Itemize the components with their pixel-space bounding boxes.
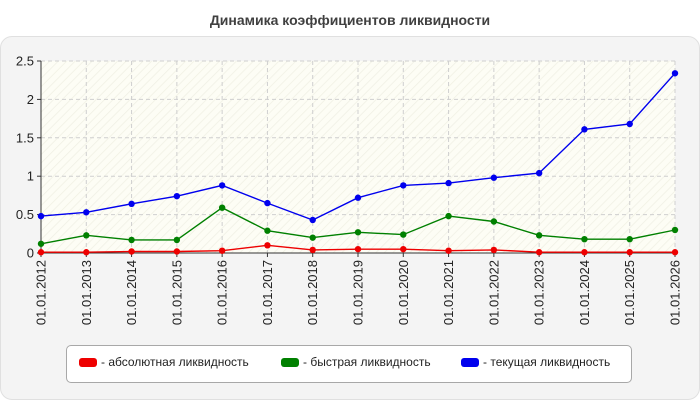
data-point — [581, 249, 588, 256]
data-point — [581, 126, 588, 133]
x-tick-label: 01.01.2017 — [260, 260, 275, 325]
data-point — [309, 234, 316, 241]
data-point — [264, 199, 271, 207]
legend-label-current: - текущая ликвидность — [483, 355, 611, 369]
y-tick-label: 0 — [27, 246, 34, 261]
x-tick-label: 01.01.2018 — [305, 260, 320, 325]
x-tick-label: 01.01.2026 — [668, 260, 683, 325]
data-point — [37, 212, 45, 220]
data-point — [671, 70, 679, 77]
x-tick-label: 01.01.2020 — [396, 260, 411, 325]
legend-item-absolute: - абсолютная ликвидность — [79, 355, 249, 369]
data-point — [400, 245, 407, 253]
x-tick-label: 01.01.2021 — [441, 260, 456, 325]
legend-swatch-absolute — [79, 358, 97, 368]
y-tick-label: 2.5 — [16, 54, 34, 69]
data-point — [264, 227, 271, 234]
data-point — [535, 232, 543, 239]
data-point — [400, 182, 407, 189]
data-point — [354, 194, 362, 201]
y-tick-label: 1 — [27, 169, 34, 184]
series — [37, 70, 679, 256]
data-point — [671, 226, 679, 234]
data-point — [264, 242, 271, 249]
data-point — [173, 192, 181, 200]
x-tick-label: 01.01.2013 — [79, 260, 94, 325]
data-point — [535, 169, 543, 177]
data-point — [173, 248, 181, 255]
data-point — [173, 236, 181, 244]
data-point — [37, 249, 45, 256]
data-point — [83, 209, 90, 216]
data-point — [218, 204, 226, 211]
data-point — [83, 232, 90, 239]
legend-label-quick: - быстрая ликвидность — [303, 355, 431, 369]
data-point — [309, 246, 316, 254]
data-point — [128, 236, 135, 244]
data-point — [37, 240, 45, 247]
x-tick-label: 01.01.2012 — [34, 260, 49, 325]
data-point — [490, 246, 498, 254]
data-point — [581, 235, 588, 243]
y-tick-label: 2 — [27, 92, 34, 107]
grid — [41, 60, 676, 253]
chart-title: Динамика коэффициентов ликвидности — [209, 12, 491, 28]
legend-item-quick: - быстрая ликвидность — [281, 355, 431, 369]
data-point — [354, 229, 362, 236]
tick-labels: 0 0.5 1 1.5 2 2.5 01.01.2012 01.01.2013 01.01.20… — [16, 54, 683, 326]
legend: - абсолютная ликвидность - быстрая ликви… — [66, 345, 632, 383]
data-point — [671, 249, 679, 256]
data-point — [218, 247, 226, 254]
legend-swatch-current — [461, 358, 479, 368]
data-point — [626, 120, 633, 128]
data-point — [400, 231, 407, 238]
data-point — [128, 200, 135, 208]
y-tick-label: 0.5 — [16, 207, 34, 222]
data-point — [490, 218, 498, 225]
data-point — [309, 216, 316, 224]
data-point — [490, 174, 498, 181]
x-tick-label: 01.01.2023 — [532, 260, 547, 325]
data-point — [626, 235, 633, 243]
x-tick-label: 01.01.2024 — [577, 260, 592, 325]
data-point — [128, 248, 135, 255]
data-point — [445, 212, 452, 220]
legend-swatch-quick — [281, 358, 299, 368]
data-point — [535, 249, 543, 256]
x-tick-label: 01.01.2016 — [215, 260, 230, 325]
data-point — [445, 179, 452, 187]
x-tick-label: 01.01.2025 — [622, 260, 637, 325]
x-tick-label: 01.01.2019 — [351, 260, 366, 325]
data-point — [354, 245, 362, 253]
legend-item-current: - текущая ликвидность — [461, 355, 610, 369]
x-tick-label: 01.01.2015 — [169, 260, 184, 325]
data-point — [445, 247, 452, 254]
x-tick-label: 01.01.2022 — [486, 260, 501, 325]
data-point — [83, 249, 90, 256]
y-tick-label: 1.5 — [16, 130, 34, 145]
legend-label-absolute: - абсолютная ликвидность — [101, 355, 249, 369]
x-tick-label: 01.01.2014 — [124, 260, 139, 325]
data-point — [218, 182, 226, 189]
data-point — [626, 249, 633, 256]
